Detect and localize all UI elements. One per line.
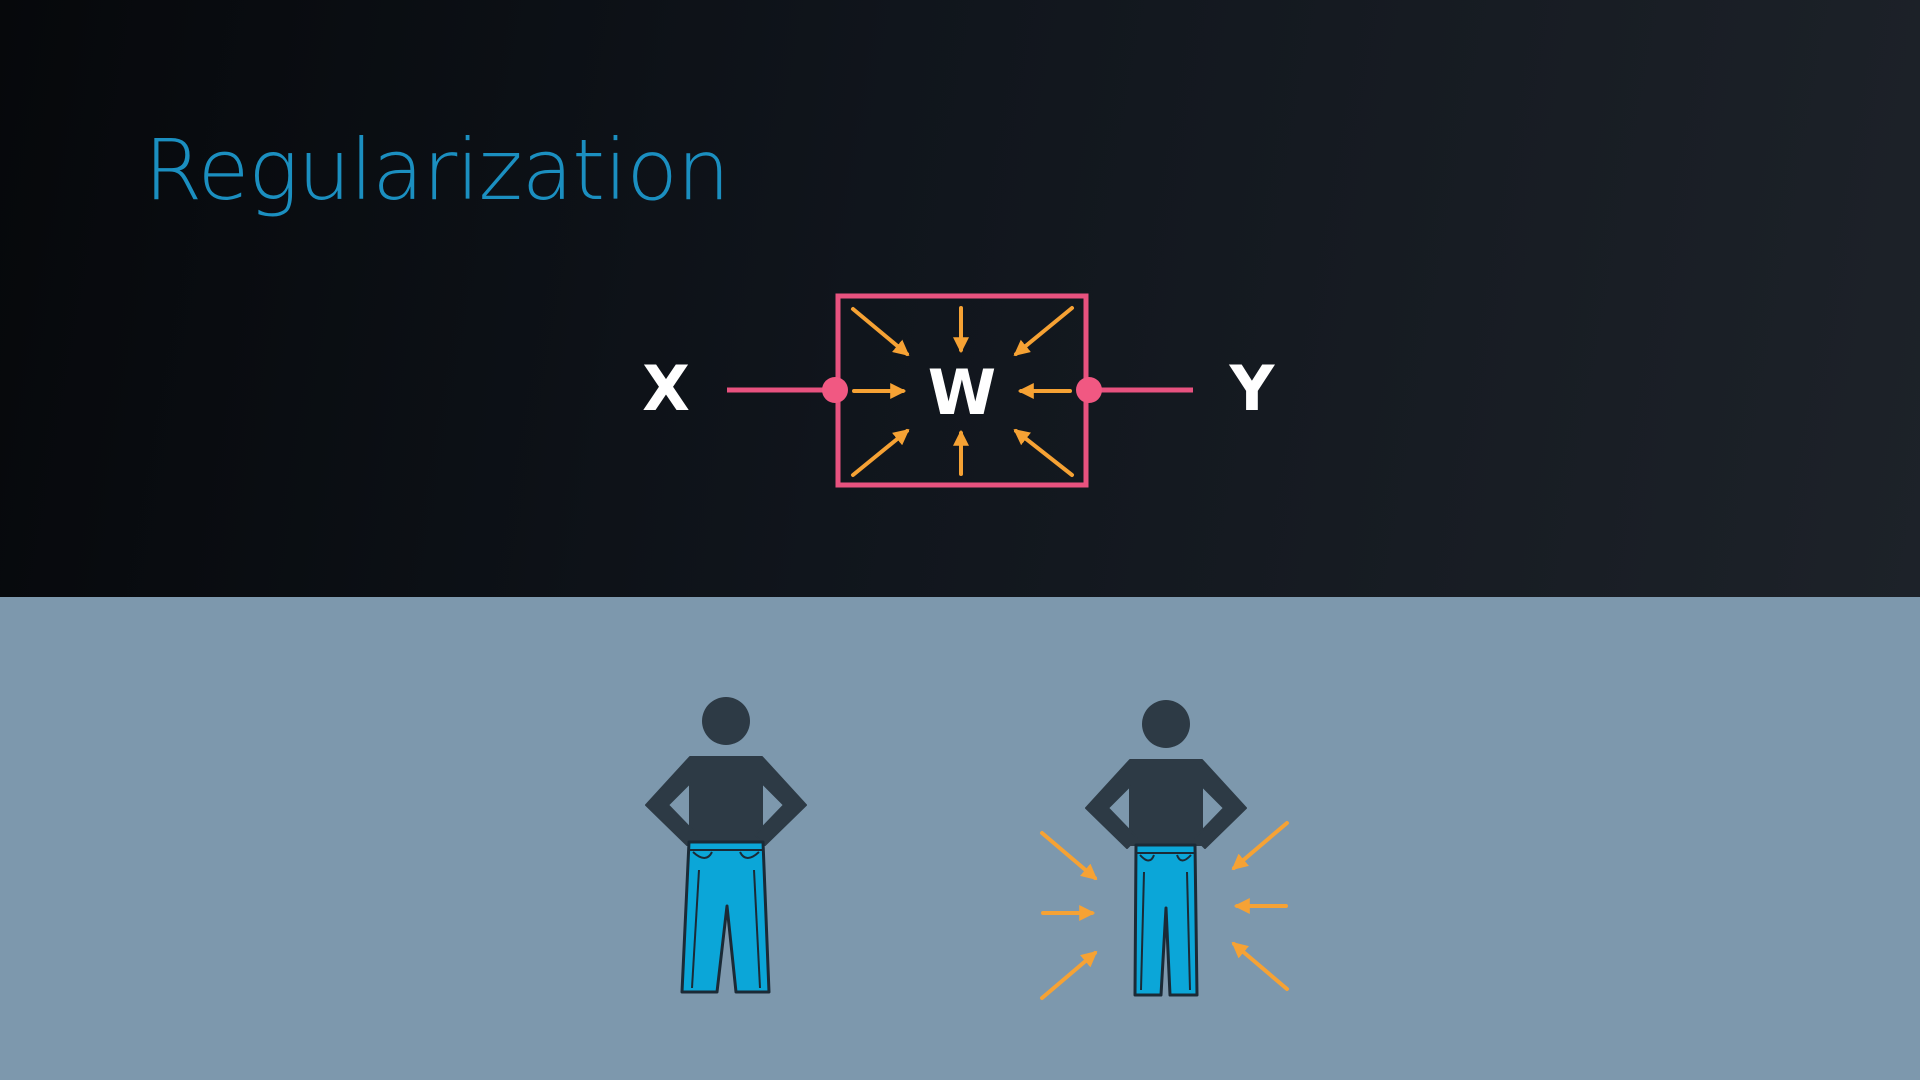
input-node: [822, 377, 848, 403]
input-label-x: X: [642, 352, 690, 425]
squeeze-arrows-icon: [1040, 821, 1289, 1000]
bottom-panel: [0, 597, 1920, 1080]
person-tight-jeans-icon: [1040, 700, 1289, 1000]
inward-arrows-icon: [851, 306, 1074, 477]
output-node: [1076, 377, 1102, 403]
weight-label-w: W: [928, 356, 996, 429]
slide-title: Regularization: [144, 121, 730, 219]
person-loose-jeans-icon: [645, 697, 807, 994]
network-diagram: X Y W: [642, 293, 1276, 488]
output-label-y: Y: [1229, 352, 1276, 425]
